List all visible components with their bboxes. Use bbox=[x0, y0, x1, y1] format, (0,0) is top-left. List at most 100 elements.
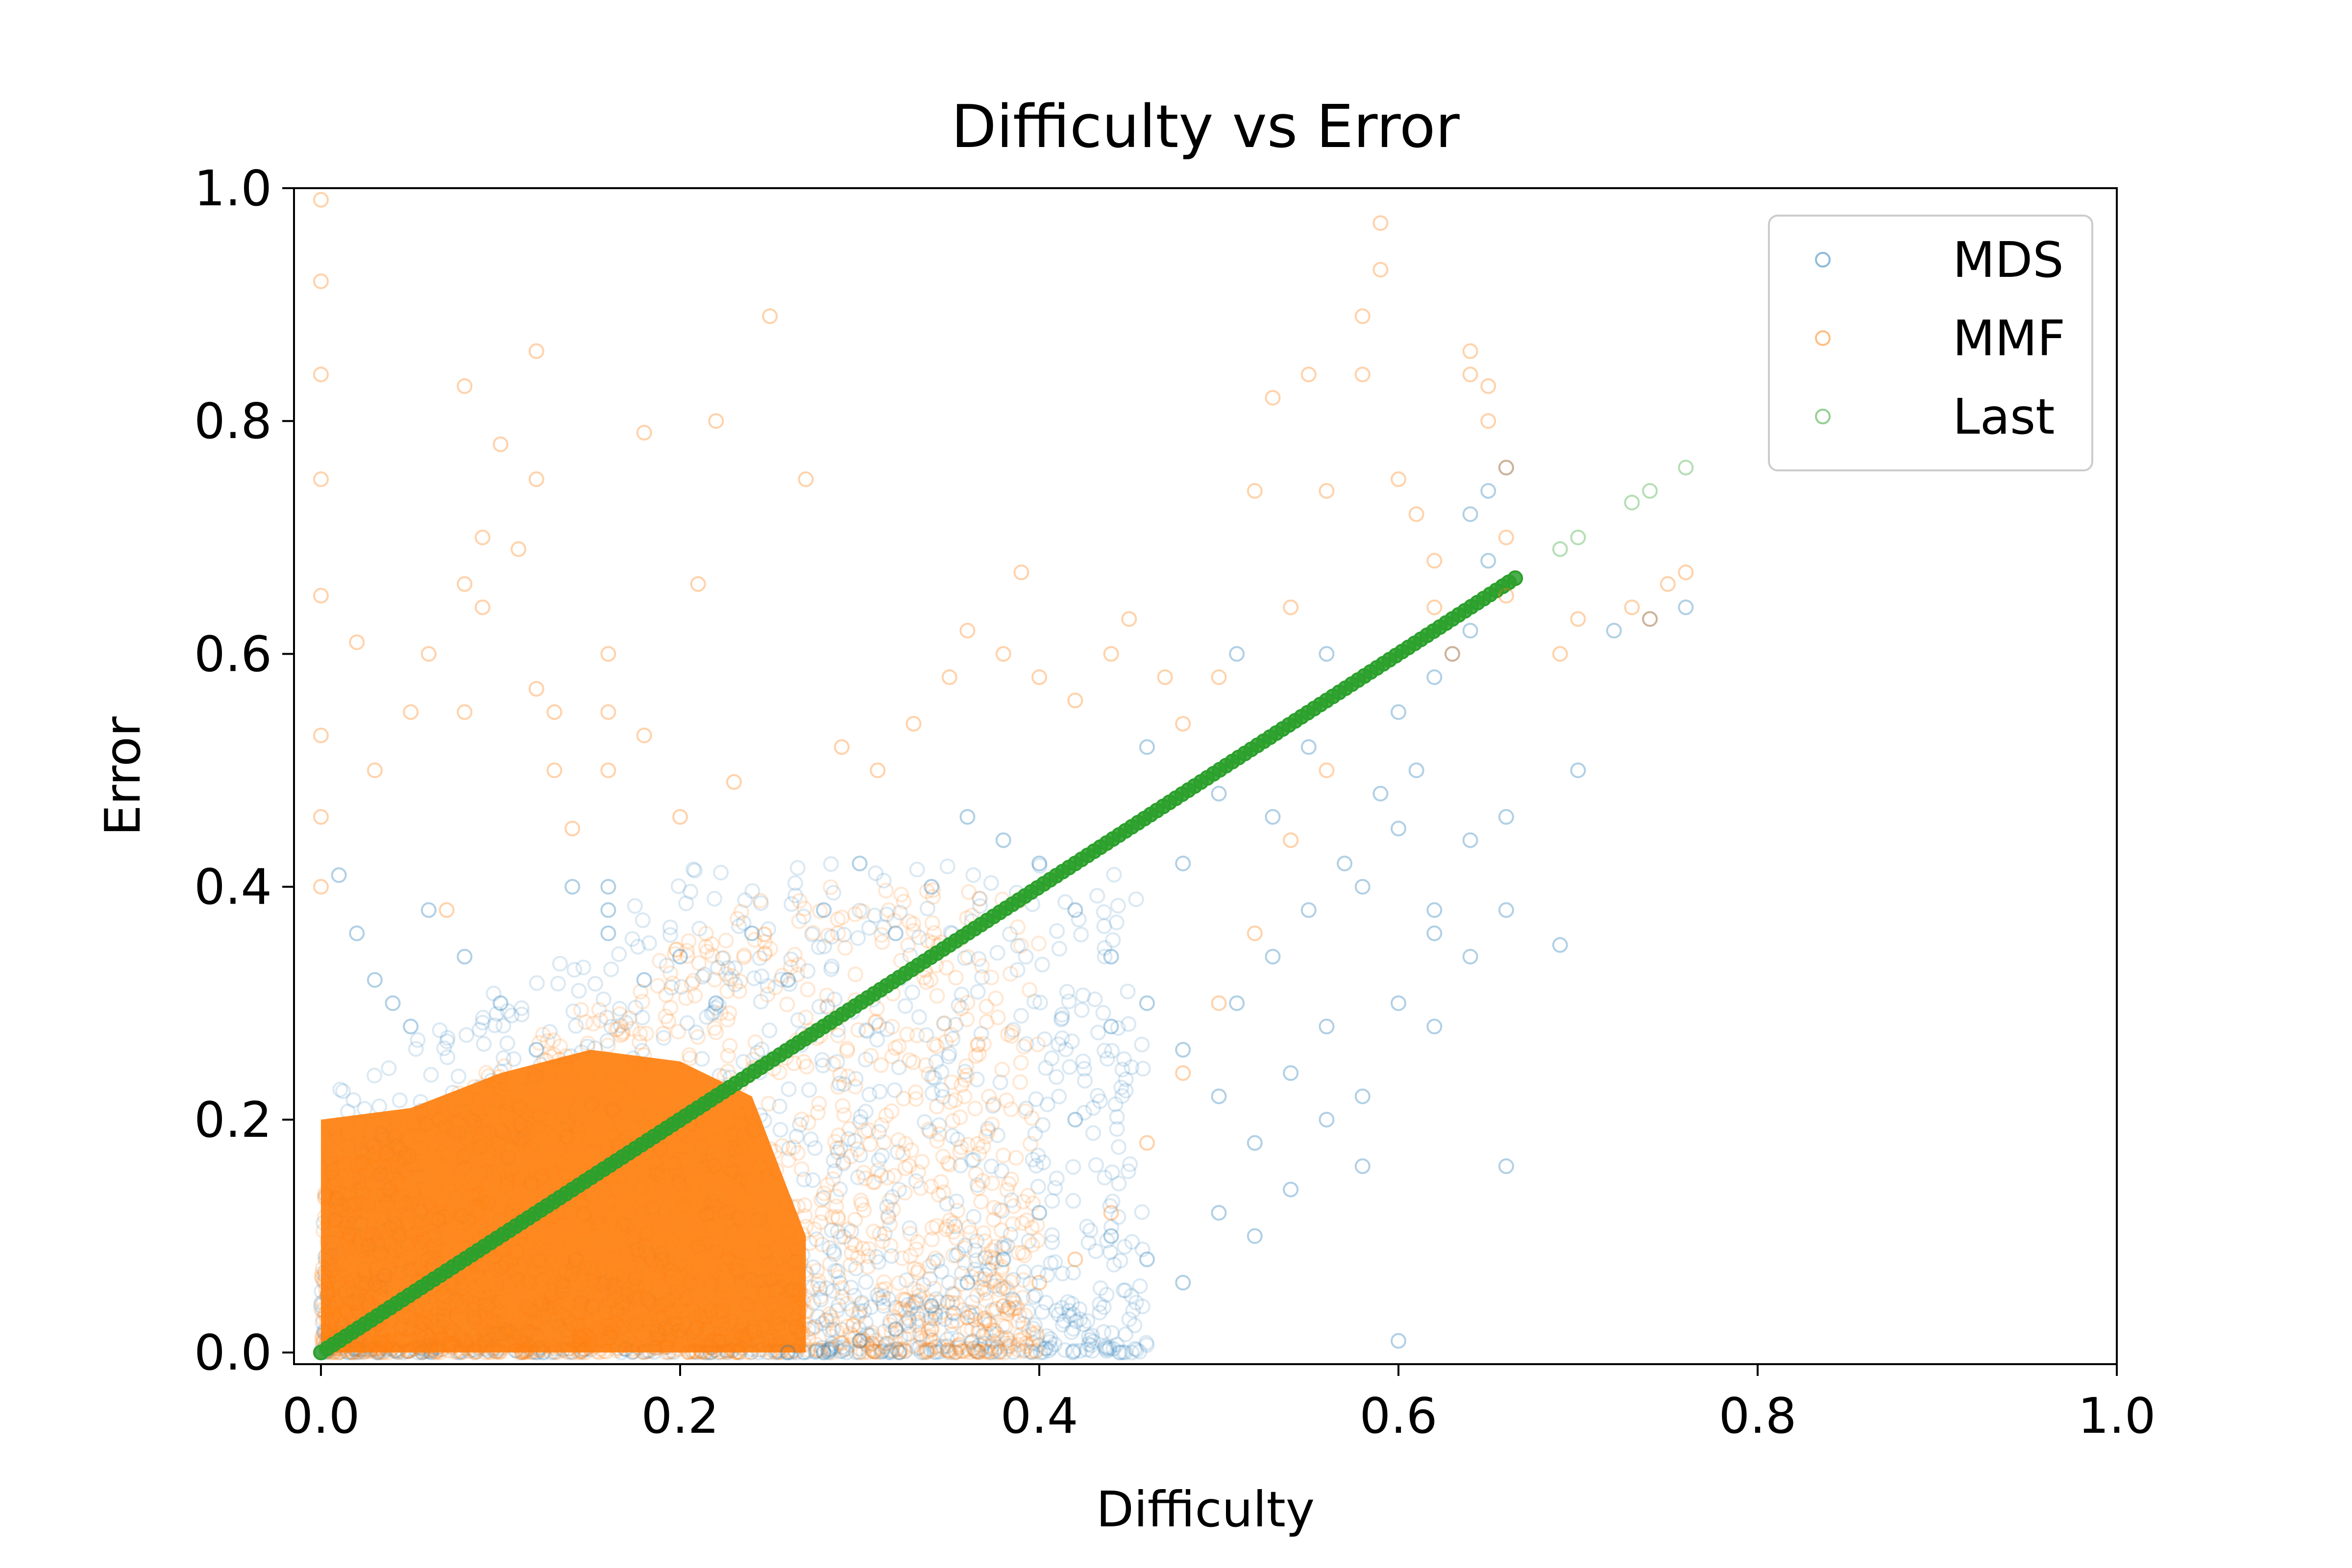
mmf-dense-point bbox=[980, 1123, 996, 1139]
mmf-dense-point bbox=[916, 969, 932, 985]
mmf-dense-point bbox=[926, 925, 942, 941]
mds-dense-point bbox=[1088, 1157, 1104, 1173]
mds-dense-point bbox=[1117, 1282, 1133, 1298]
mds-point bbox=[600, 925, 616, 941]
mmf-dense-point bbox=[666, 946, 683, 962]
mds-point bbox=[1390, 1333, 1406, 1349]
mds-dense-point bbox=[930, 1253, 946, 1269]
mds-dense-point bbox=[961, 1304, 977, 1320]
mds-dense-point bbox=[1064, 1033, 1080, 1050]
mmf-dense-point bbox=[856, 1165, 872, 1181]
mds-dense-point bbox=[1127, 1317, 1143, 1333]
mds-dense-point bbox=[973, 1342, 989, 1358]
mmf-dense-point bbox=[850, 1250, 866, 1266]
mmf-dense-point bbox=[847, 966, 863, 982]
mds-dense-point bbox=[858, 1315, 874, 1331]
legend-marker-mmf bbox=[1815, 330, 1831, 346]
mmf-dense-point bbox=[911, 1288, 928, 1304]
mmf-dense-point bbox=[810, 1273, 827, 1289]
mmf-dense-point bbox=[1014, 1245, 1030, 1261]
mds-dense-point bbox=[474, 1014, 490, 1030]
mds-dense-point bbox=[1054, 1317, 1071, 1333]
mmf-dense-point bbox=[658, 987, 674, 1003]
mds-dense-point bbox=[720, 960, 736, 976]
mds-dense-point bbox=[1117, 1345, 1133, 1361]
mmf-dense-point bbox=[922, 1332, 938, 1348]
mds-dense-point bbox=[760, 921, 777, 937]
mds-point bbox=[1498, 1158, 1514, 1175]
mmf-dense-point bbox=[971, 1322, 987, 1338]
mds-dense-point bbox=[874, 1148, 890, 1164]
mds-dense-point bbox=[805, 1295, 821, 1311]
mmf-point bbox=[1283, 599, 1299, 615]
mmf-dense-point bbox=[779, 996, 795, 1012]
mmf-dense-point bbox=[971, 891, 987, 907]
mds-dense-point bbox=[1022, 1275, 1038, 1292]
mds-dense-point bbox=[836, 1229, 852, 1245]
mmf-point bbox=[833, 739, 850, 755]
mmf-dense-point bbox=[921, 1323, 937, 1339]
mds-dense-point bbox=[892, 1329, 908, 1346]
mmf-dense-point bbox=[1013, 1054, 1029, 1071]
mds-dense-point bbox=[691, 921, 708, 937]
mds-dense-point bbox=[954, 986, 970, 1003]
mds-dense-point bbox=[1096, 1043, 1112, 1059]
mmf-dense-point bbox=[974, 1279, 990, 1296]
mds-dense-point bbox=[918, 1027, 934, 1043]
mds-dense-point bbox=[1124, 1059, 1140, 1076]
mds-dense-point bbox=[824, 1339, 840, 1355]
mmf-dense-point bbox=[712, 1005, 729, 1021]
mmf-dense-point bbox=[934, 1304, 950, 1320]
mds-point bbox=[924, 1298, 940, 1314]
mds-dense-point bbox=[587, 976, 603, 992]
mds-dense-point bbox=[1076, 1061, 1092, 1077]
mmf-dense-point bbox=[878, 1107, 894, 1124]
mmf-dense-point bbox=[1005, 1198, 1022, 1214]
mmf-dense-point bbox=[724, 968, 740, 984]
mmf-point bbox=[403, 704, 419, 720]
mmf-dense-point bbox=[608, 1022, 624, 1038]
mds-dense-point bbox=[1065, 1306, 1081, 1323]
y-tick-label: 0.6 bbox=[194, 625, 272, 683]
mmf-dense-point bbox=[950, 1203, 966, 1219]
mmf-dense-point bbox=[976, 1310, 992, 1326]
x-tick-label: 1.0 bbox=[2078, 1387, 2156, 1445]
mds-dense-point bbox=[926, 1070, 942, 1086]
mds-dense-point bbox=[1128, 1342, 1145, 1358]
mds-dense-point bbox=[1018, 1101, 1034, 1117]
mds-dense-point bbox=[826, 1152, 842, 1169]
mds-dense-point bbox=[858, 1022, 874, 1038]
mmf-dense-point bbox=[835, 1154, 852, 1170]
mmf-dense-point bbox=[732, 973, 748, 989]
mmf-dense-point bbox=[1028, 1344, 1044, 1360]
mds-dense-point bbox=[731, 918, 747, 934]
mds-dense-point bbox=[628, 1000, 644, 1016]
mmf-point bbox=[1408, 506, 1424, 522]
mmf-dense-point bbox=[864, 1324, 881, 1341]
mmf-dense-point bbox=[829, 1323, 845, 1340]
mmf-dense-point bbox=[531, 1035, 547, 1051]
mds-point bbox=[959, 1274, 976, 1291]
mds-dense-point bbox=[972, 890, 988, 906]
mmf-dense-point bbox=[962, 1344, 978, 1360]
mds-dense-point bbox=[1028, 1158, 1044, 1174]
mds-point bbox=[1390, 995, 1406, 1011]
mmf-dense-point bbox=[988, 1273, 1004, 1289]
mmf-dense-point bbox=[847, 1212, 863, 1228]
mds-point bbox=[1462, 622, 1478, 638]
mds-dense-point bbox=[1056, 1313, 1072, 1329]
mds-point bbox=[600, 902, 616, 918]
mds-dense-point bbox=[1076, 1316, 1092, 1332]
mds-dense-point bbox=[985, 1333, 1001, 1349]
mds-dense-point bbox=[869, 1287, 885, 1303]
mmf-dense-point bbox=[992, 1282, 1008, 1298]
mmf-point bbox=[1624, 599, 1640, 615]
mds-dense-point bbox=[923, 1310, 939, 1326]
mds-dense-point bbox=[898, 1272, 914, 1288]
mds-dense-point bbox=[1015, 1316, 1031, 1332]
mmf-dense-point bbox=[687, 987, 703, 1004]
mds-dense-point bbox=[800, 963, 816, 979]
mds-dense-point bbox=[925, 1254, 941, 1271]
mds-dense-point bbox=[752, 950, 768, 966]
mmf-dense-point bbox=[661, 1013, 677, 1029]
